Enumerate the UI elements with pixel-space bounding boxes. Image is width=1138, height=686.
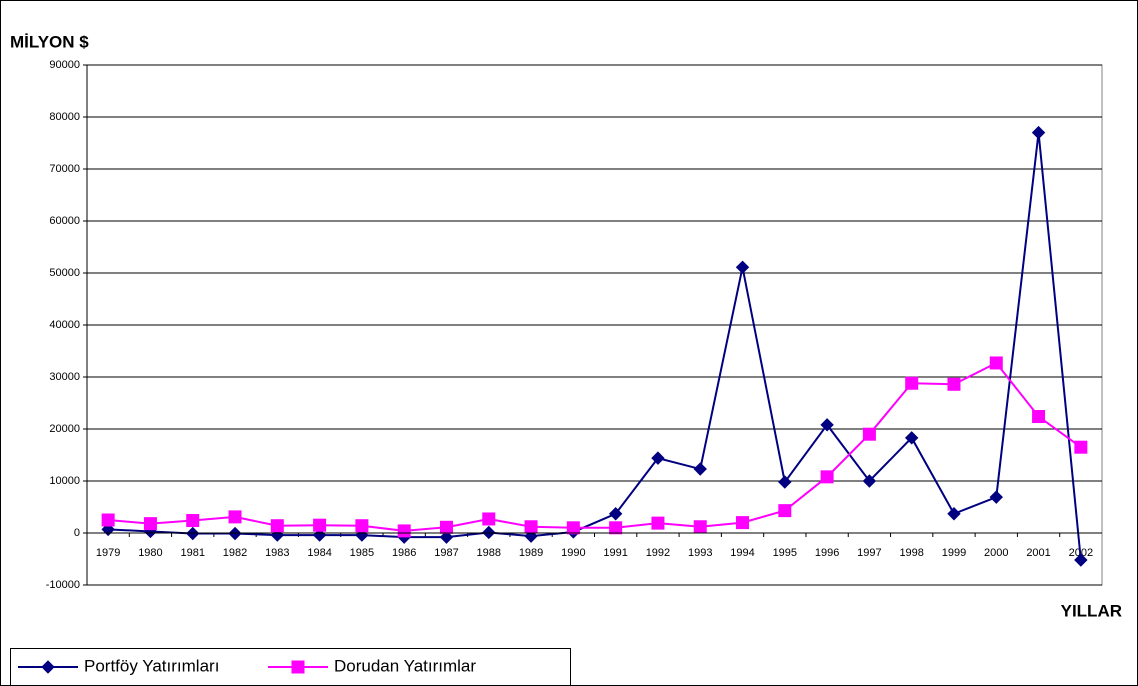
x-tick-label: 2001 xyxy=(1026,547,1050,559)
point xyxy=(101,513,115,527)
x-tick-label: 1988 xyxy=(477,547,501,559)
x-tick-label: 1979 xyxy=(96,547,120,559)
x-tick-label: 1991 xyxy=(603,547,627,559)
x-tick-label: 1983 xyxy=(265,547,289,559)
point xyxy=(608,507,623,521)
y-tick-label: 40000 xyxy=(49,319,80,331)
x-tick-label: 2000 xyxy=(984,547,1008,559)
y-tick-label: -10000 xyxy=(46,579,80,591)
point xyxy=(989,490,1003,504)
legend-marker xyxy=(291,660,305,674)
point xyxy=(228,526,242,541)
point xyxy=(947,507,961,521)
y-tick-label: 50000 xyxy=(49,267,80,279)
legend-label: Dorudan Yatırımlar xyxy=(334,656,476,675)
point xyxy=(820,470,834,484)
point xyxy=(862,427,876,441)
point xyxy=(862,474,877,488)
point xyxy=(1031,125,1046,140)
x-tick-label: 1996 xyxy=(815,547,839,559)
point xyxy=(904,431,919,445)
point xyxy=(313,518,327,532)
point xyxy=(651,451,665,465)
point xyxy=(1032,410,1046,424)
x-tick-label: 1998 xyxy=(899,547,923,559)
x-tick-label: 1984 xyxy=(307,547,331,559)
chart-title: MİLYON $ xyxy=(10,32,89,51)
y-tick-label: 10000 xyxy=(49,475,80,487)
point xyxy=(947,377,961,391)
point xyxy=(482,512,496,526)
point xyxy=(524,520,538,534)
x-tick-label: 1989 xyxy=(519,547,543,559)
x-tick-label: 1994 xyxy=(730,547,754,559)
x-tick-label: 1987 xyxy=(434,547,458,559)
point xyxy=(1074,553,1088,567)
legend-marker xyxy=(41,660,55,674)
legend-label: Portföy Yatırımları xyxy=(84,656,219,675)
point xyxy=(609,521,623,535)
point xyxy=(228,510,242,524)
point xyxy=(651,516,665,530)
point xyxy=(778,475,792,489)
point xyxy=(693,520,707,534)
x-tick-label: 1993 xyxy=(688,547,712,559)
y-tick-label: 70000 xyxy=(49,163,80,175)
point xyxy=(1074,440,1088,454)
x-tick-label: 1980 xyxy=(138,547,162,559)
x-tick-label: 1982 xyxy=(223,547,247,559)
x-tick-label: 1985 xyxy=(350,547,374,559)
x-tick-label: 1999 xyxy=(942,547,966,559)
x-tick-label: 1995 xyxy=(773,547,797,559)
y-tick-label: 30000 xyxy=(49,371,80,383)
point xyxy=(989,356,1003,370)
y-tick-label: 60000 xyxy=(49,215,80,227)
point xyxy=(735,260,750,274)
point xyxy=(439,530,454,544)
point xyxy=(778,504,792,518)
x-tick-label: 1990 xyxy=(561,547,585,559)
x-tick-label: 1997 xyxy=(857,547,881,559)
point xyxy=(143,517,157,531)
point xyxy=(397,524,411,538)
series-line xyxy=(108,361,1082,532)
point xyxy=(439,520,453,534)
point xyxy=(566,521,580,535)
point xyxy=(905,376,919,390)
x-tick-label: 1981 xyxy=(180,547,204,559)
point xyxy=(355,519,369,533)
x-tick-label: 1986 xyxy=(392,547,416,559)
x-axis-label: YILLAR xyxy=(1061,601,1122,620)
point xyxy=(270,519,284,533)
x-tick-label: 1992 xyxy=(646,547,670,559)
point xyxy=(186,514,200,528)
y-tick-label: 20000 xyxy=(49,423,80,435)
series-line xyxy=(108,132,1082,561)
point xyxy=(186,526,200,541)
y-tick-label: 90000 xyxy=(49,59,80,71)
point xyxy=(736,516,750,530)
y-tick-label: 80000 xyxy=(49,111,80,123)
point xyxy=(693,462,707,476)
point xyxy=(482,525,496,540)
y-tick-label: 0 xyxy=(74,527,80,539)
point xyxy=(820,418,834,432)
